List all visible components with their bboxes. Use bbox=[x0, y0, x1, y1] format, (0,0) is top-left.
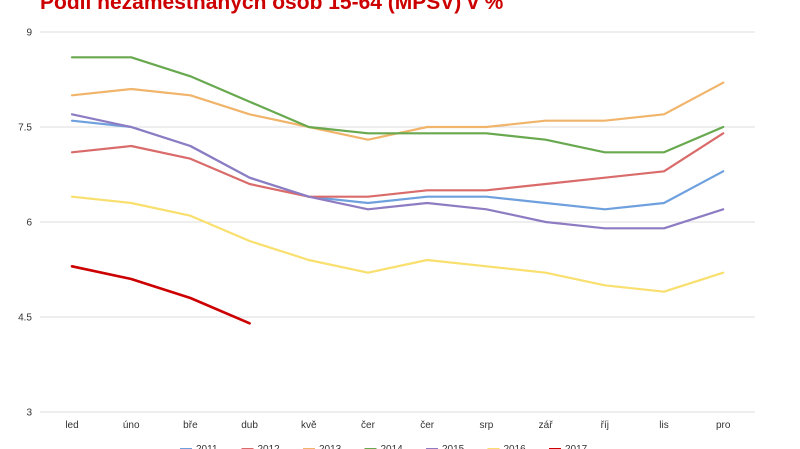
x-tick-label: úno bbox=[123, 420, 140, 431]
y-tick-label: 7.5 bbox=[18, 123, 32, 134]
x-tick-label: lis bbox=[659, 420, 668, 431]
y-tick-label: 9 bbox=[26, 28, 32, 39]
x-tick-label: dub bbox=[241, 420, 258, 431]
x-tick-label: led bbox=[65, 420, 78, 431]
series-lines bbox=[70, 56, 725, 325]
y-tick-label: 4.5 bbox=[18, 313, 32, 324]
x-tick-label: čer bbox=[420, 420, 435, 431]
legend-label-2012: 2012 bbox=[258, 444, 281, 449]
series-line-2013 bbox=[70, 81, 725, 141]
y-tick-label: 6 bbox=[26, 218, 32, 229]
legend-label-2015: 2015 bbox=[442, 444, 465, 449]
chart-title: Podíl nezaměstnaných osob 15-64 (MPSV) v… bbox=[40, 0, 504, 14]
series-line-2015 bbox=[70, 113, 725, 230]
legend-label-2013: 2013 bbox=[319, 444, 342, 449]
legend-label-2016: 2016 bbox=[504, 444, 527, 449]
x-tick-label: kvě bbox=[301, 420, 317, 431]
y-axis-ticks: 9 7.5 6 4.5 3 bbox=[18, 28, 32, 419]
x-axis-ticks: led úno bře dub kvě čer čer srp zář říj lis pro bbox=[65, 420, 731, 431]
legend-label-2014: 2014 bbox=[381, 444, 404, 449]
x-tick-label: říj bbox=[601, 420, 609, 431]
gridlines bbox=[40, 31, 755, 413]
x-tick-label: pro bbox=[716, 420, 731, 431]
legend: 2011 2012 2013 2014 2015 2016 2017 bbox=[180, 444, 588, 449]
series-line-2014 bbox=[70, 56, 725, 154]
series-line-2016 bbox=[70, 195, 725, 293]
series-line-2017 bbox=[70, 264, 251, 325]
series-line-2012 bbox=[70, 132, 725, 198]
x-tick-label: čer bbox=[361, 420, 376, 431]
y-tick-label: 3 bbox=[26, 408, 32, 419]
x-tick-label: zář bbox=[539, 420, 554, 431]
legend-label-2011: 2011 bbox=[196, 444, 218, 449]
legend-label-2017: 2017 bbox=[565, 444, 588, 449]
x-tick-label: bře bbox=[183, 420, 198, 431]
x-tick-label: srp bbox=[479, 420, 493, 431]
